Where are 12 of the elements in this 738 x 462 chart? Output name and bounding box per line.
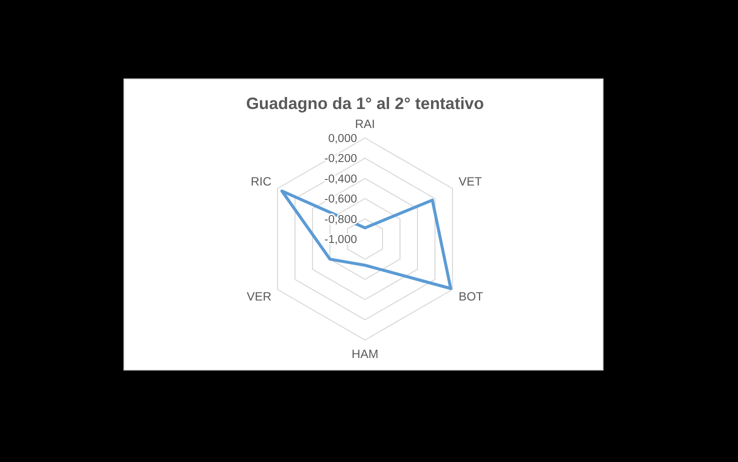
spoke-label: RAI (354, 117, 376, 131)
spoke-label: HAM (352, 347, 378, 361)
y-tick-label: -0,600 (324, 194, 357, 206)
chart-title: Guadagno da 1° al 2° tentativo (246, 95, 484, 113)
y-tick-label: -0,400 (324, 173, 357, 186)
spoke-label: VER (246, 290, 272, 304)
y-tick-label: -0,200 (324, 153, 357, 166)
spoke-label: VET (458, 174, 483, 188)
spoke-label: BOT (458, 290, 484, 304)
y-tick-label: 0,000 (328, 133, 357, 145)
y-tick-label: -1,000 (324, 234, 357, 246)
spoke-label: RIC (250, 174, 272, 188)
